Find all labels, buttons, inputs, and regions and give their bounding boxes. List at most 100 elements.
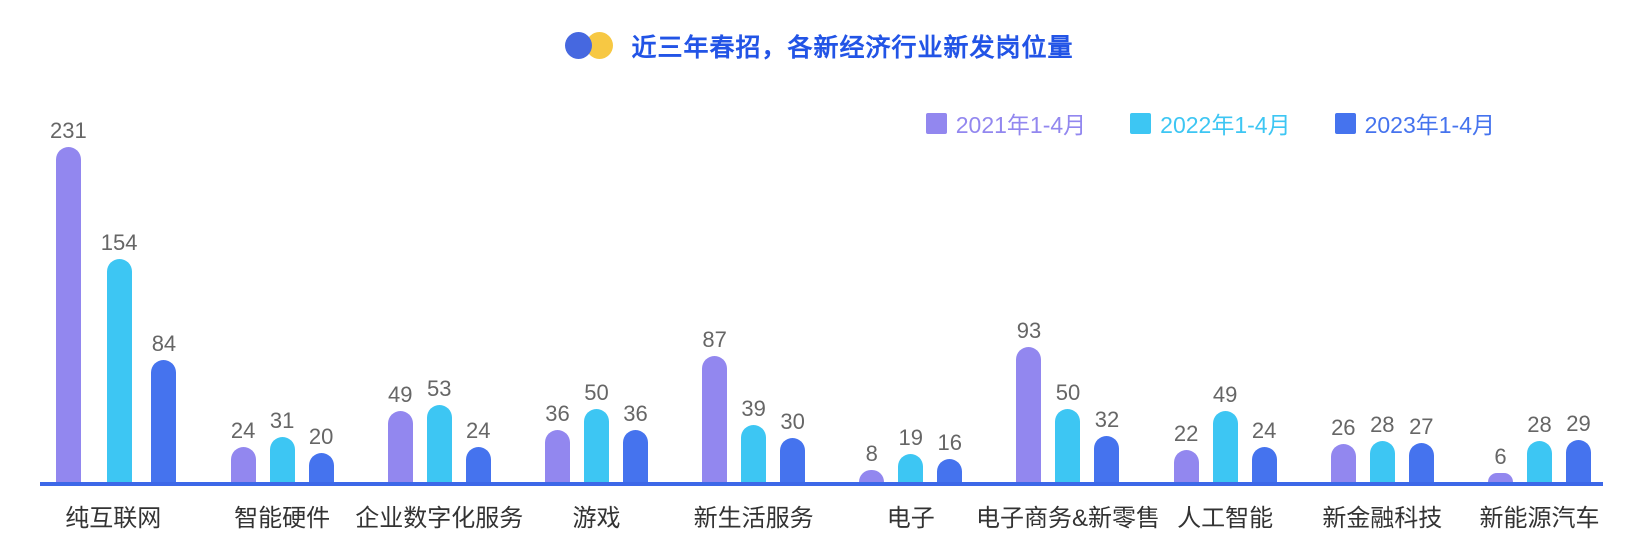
bar-column: 50	[1055, 380, 1081, 482]
bar-groups: 231 154 84 纯互联网 24 31 20 智能硬件 49 53 24 企业数字化服务 36 50 3…	[50, 120, 1599, 533]
category-label: 人工智能	[1177, 505, 1274, 532]
bar-value-label: 53	[427, 376, 452, 401]
bar-group: 26 28 27 新金融科技	[1322, 130, 1442, 533]
legend-label-2023: 2023年1-4月	[1364, 112, 1495, 138]
bar-value-label: 30	[780, 409, 805, 434]
bar-value-label: 31	[269, 408, 295, 433]
bar-column: 28	[1369, 412, 1395, 482]
category-label: 新能源汽车	[1479, 505, 1600, 532]
bar-column: 24	[230, 418, 256, 482]
bar	[1173, 450, 1199, 482]
bar-value-label: 8	[865, 441, 878, 466]
category-label: 智能硬件	[234, 505, 331, 532]
bar	[308, 453, 334, 482]
bar	[1487, 473, 1513, 482]
bar	[859, 470, 885, 482]
bar-value-label: 24	[466, 418, 491, 443]
bar	[741, 425, 767, 482]
bar-trio: 22 49 24	[1173, 130, 1277, 482]
bar-value-label: 36	[545, 401, 570, 426]
category-label-wrap: 人工智能	[1174, 498, 1277, 533]
bar-column: 20	[308, 424, 334, 482]
bar-column: 53	[426, 376, 452, 482]
bar-value-label: 24	[1251, 418, 1277, 443]
category-label: 电子商务&新零售	[975, 505, 1160, 532]
bar-group: 49 53 24 企业数字化服务	[355, 130, 523, 533]
bar	[55, 147, 81, 482]
bar-group: 93 50 32 电子商务&新零售	[976, 130, 1160, 533]
bar-group: 231 154 84 纯互联网	[50, 120, 177, 533]
chart-legend: 2021年1-4月 2022年1-4月 2023年1-4月	[925, 106, 1495, 140]
bar	[1094, 436, 1120, 482]
bar-column: 8	[859, 441, 885, 482]
category-label: 纯互联网	[65, 505, 162, 532]
legend-item-2021: 2021年1-4月	[925, 106, 1086, 140]
category-label-wrap: 游戏	[545, 498, 648, 533]
bar-column: 24	[465, 418, 491, 482]
bar-value-label: 26	[1331, 415, 1356, 440]
bar-value-label: 39	[741, 396, 766, 421]
category-label: 新生活服务	[693, 505, 814, 532]
category-label-wrap: 电子商务&新零售	[976, 498, 1160, 533]
bar-value-label: 22	[1173, 421, 1199, 446]
bar-trio: 6 28 29	[1487, 130, 1591, 482]
bar-column: 36	[622, 403, 648, 482]
bar-value-label: 27	[1409, 414, 1434, 439]
bar-column: 22	[1173, 421, 1199, 482]
bar-column: 24	[1251, 418, 1277, 482]
bar-column: 32	[1094, 409, 1120, 482]
category-label: 电子	[886, 505, 935, 532]
bar-column: 49	[387, 382, 413, 482]
bar	[426, 405, 452, 482]
logo-icon	[565, 32, 615, 60]
bar	[622, 430, 648, 482]
legend-swatch-2022	[1130, 112, 1152, 134]
bar-value-label: 29	[1566, 411, 1591, 436]
bar-value-label: 49	[1212, 382, 1238, 407]
bar	[387, 411, 413, 482]
logo-blue-circle	[565, 32, 593, 59]
bar-column: 49	[1212, 382, 1238, 482]
category-label-wrap: 智能硬件	[231, 498, 334, 533]
bar-column: 6	[1487, 446, 1513, 482]
bar	[544, 430, 570, 482]
bar-value-label: 24	[230, 418, 256, 443]
bar	[1212, 411, 1238, 482]
bar-value-label: 49	[388, 382, 413, 407]
bar-column: 16	[937, 432, 963, 482]
bar	[780, 438, 806, 482]
bar	[1251, 447, 1277, 482]
bar-trio: 87 39 30	[702, 130, 806, 482]
category-label: 新金融科技	[1322, 505, 1443, 532]
bar-column: 19	[898, 425, 924, 482]
bar-trio: 93 50 32	[1016, 130, 1120, 482]
bar-value-label: 93	[1016, 318, 1042, 343]
bar-column: 154	[100, 230, 138, 482]
bar-column: 231	[50, 120, 87, 482]
bar-value-label: 28	[1527, 412, 1552, 437]
bar-chart: 231 154 84 纯互联网 24 31 20 智能硬件 49 53 24 企业数字化服务 36 50 3…	[40, 120, 1603, 533]
bar-value-label: 87	[702, 327, 727, 352]
bar-column: 93	[1016, 318, 1042, 482]
bar-value-label: 19	[898, 425, 924, 450]
category-label-wrap: 电子	[859, 498, 962, 533]
bar	[937, 459, 963, 482]
legend-swatch-2023	[1334, 112, 1356, 134]
bar-trio: 24 31 20	[230, 130, 334, 482]
bar-value-label: 20	[308, 424, 334, 449]
legend-item-2022: 2022年1-4月	[1130, 106, 1291, 140]
bar	[583, 409, 609, 482]
bar-column: 30	[780, 409, 806, 482]
bar-column: 29	[1565, 411, 1591, 482]
bar-group: 36 50 36 游戏	[544, 130, 648, 533]
bar	[106, 259, 132, 482]
bar-column: 50	[583, 382, 609, 482]
bar-column: 31	[269, 408, 295, 482]
bar-value-label: 154	[100, 230, 138, 255]
bar-value-label: 28	[1370, 412, 1395, 437]
bar-column: 27	[1408, 414, 1434, 482]
bar-value-label: 50	[1055, 380, 1081, 405]
bar	[1526, 441, 1552, 482]
category-label-wrap: 新金融科技	[1322, 498, 1442, 533]
legend-label-2022: 2022年1-4月	[1160, 112, 1291, 138]
